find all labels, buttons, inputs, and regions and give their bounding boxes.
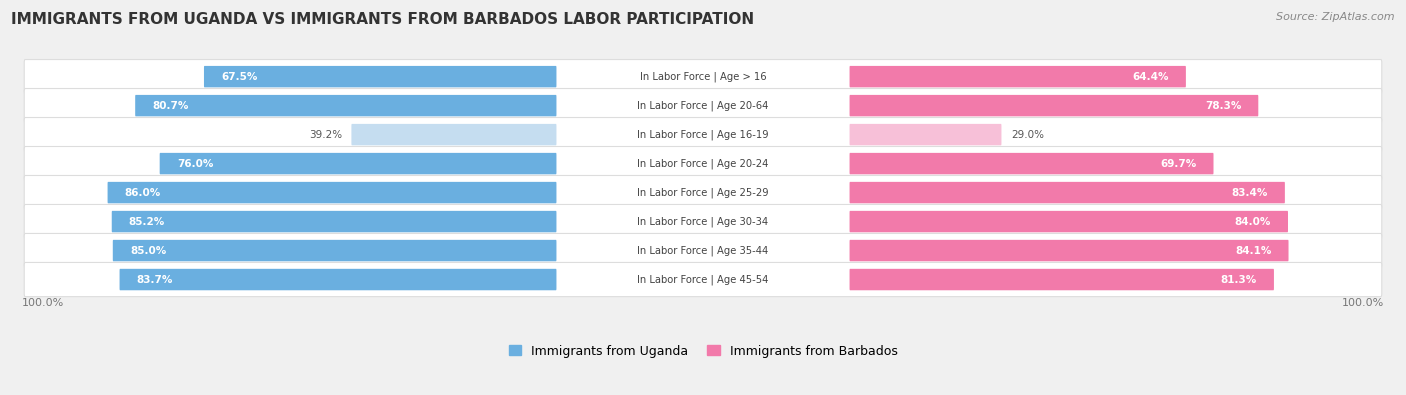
- Text: In Labor Force | Age 25-29: In Labor Force | Age 25-29: [637, 187, 769, 198]
- Text: 85.0%: 85.0%: [129, 246, 166, 256]
- Legend: Immigrants from Uganda, Immigrants from Barbados: Immigrants from Uganda, Immigrants from …: [503, 340, 903, 363]
- Text: 83.4%: 83.4%: [1232, 188, 1268, 198]
- Text: 76.0%: 76.0%: [177, 159, 214, 169]
- Text: In Labor Force | Age 35-44: In Labor Force | Age 35-44: [637, 245, 769, 256]
- Text: In Labor Force | Age 20-24: In Labor Force | Age 20-24: [637, 158, 769, 169]
- FancyBboxPatch shape: [204, 66, 557, 87]
- Text: 83.7%: 83.7%: [136, 275, 173, 284]
- FancyBboxPatch shape: [849, 95, 1258, 117]
- Text: In Labor Force | Age 16-19: In Labor Force | Age 16-19: [637, 130, 769, 140]
- Text: In Labor Force | Age 45-54: In Labor Force | Age 45-54: [637, 274, 769, 285]
- FancyBboxPatch shape: [849, 66, 1185, 87]
- FancyBboxPatch shape: [112, 240, 557, 261]
- FancyBboxPatch shape: [111, 211, 557, 232]
- FancyBboxPatch shape: [849, 269, 1274, 290]
- FancyBboxPatch shape: [24, 205, 1382, 239]
- FancyBboxPatch shape: [24, 175, 1382, 210]
- FancyBboxPatch shape: [120, 269, 557, 290]
- Text: 78.3%: 78.3%: [1205, 101, 1241, 111]
- Text: 39.2%: 39.2%: [309, 130, 342, 139]
- Text: In Labor Force | Age 30-34: In Labor Force | Age 30-34: [637, 216, 769, 227]
- FancyBboxPatch shape: [849, 124, 1001, 145]
- Text: Source: ZipAtlas.com: Source: ZipAtlas.com: [1277, 12, 1395, 22]
- Text: 67.5%: 67.5%: [221, 71, 257, 82]
- FancyBboxPatch shape: [849, 182, 1285, 203]
- FancyBboxPatch shape: [24, 262, 1382, 297]
- FancyBboxPatch shape: [160, 153, 557, 174]
- Text: 86.0%: 86.0%: [125, 188, 160, 198]
- FancyBboxPatch shape: [24, 147, 1382, 181]
- FancyBboxPatch shape: [24, 60, 1382, 94]
- FancyBboxPatch shape: [24, 233, 1382, 268]
- Text: 69.7%: 69.7%: [1160, 159, 1197, 169]
- FancyBboxPatch shape: [108, 182, 557, 203]
- Text: 80.7%: 80.7%: [152, 101, 188, 111]
- FancyBboxPatch shape: [135, 95, 557, 117]
- FancyBboxPatch shape: [849, 211, 1288, 232]
- FancyBboxPatch shape: [352, 124, 557, 145]
- FancyBboxPatch shape: [24, 88, 1382, 123]
- Text: 29.0%: 29.0%: [1011, 130, 1045, 139]
- Text: In Labor Force | Age > 16: In Labor Force | Age > 16: [640, 71, 766, 82]
- Text: 84.0%: 84.0%: [1234, 216, 1271, 227]
- FancyBboxPatch shape: [24, 117, 1382, 152]
- Text: 81.3%: 81.3%: [1220, 275, 1257, 284]
- FancyBboxPatch shape: [849, 240, 1288, 261]
- Text: 84.1%: 84.1%: [1234, 246, 1271, 256]
- Text: IMMIGRANTS FROM UGANDA VS IMMIGRANTS FROM BARBADOS LABOR PARTICIPATION: IMMIGRANTS FROM UGANDA VS IMMIGRANTS FRO…: [11, 12, 755, 27]
- Text: In Labor Force | Age 20-64: In Labor Force | Age 20-64: [637, 100, 769, 111]
- FancyBboxPatch shape: [849, 153, 1213, 174]
- Text: 100.0%: 100.0%: [1343, 298, 1385, 308]
- Text: 64.4%: 64.4%: [1132, 71, 1168, 82]
- Text: 85.2%: 85.2%: [129, 216, 165, 227]
- Text: 100.0%: 100.0%: [21, 298, 63, 308]
